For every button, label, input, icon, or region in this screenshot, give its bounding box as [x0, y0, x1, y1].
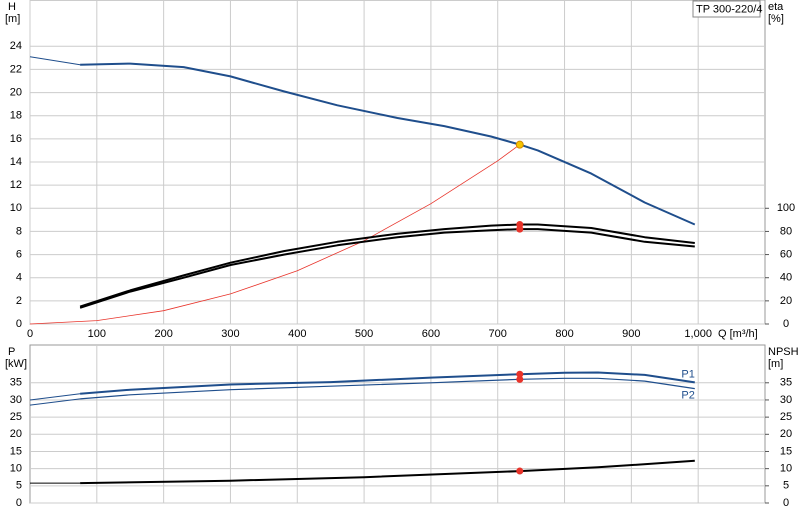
y2-tick-label: 0 — [783, 497, 789, 509]
operating-point — [516, 467, 524, 475]
y2-tick-label: 30 — [780, 394, 792, 406]
y-tick-label: 20 — [10, 86, 22, 98]
series-label: P1 — [681, 368, 694, 380]
x-tick-label: 400 — [288, 328, 306, 340]
y2-tick-label: 0 — [783, 318, 789, 330]
y-label: H — [8, 1, 16, 13]
plot-area — [29, 344, 766, 504]
curve — [79, 223, 695, 308]
y-tick-label: 2 — [16, 295, 22, 307]
chart-title: TP 300-220/4 — [696, 3, 762, 15]
y2-tick-label: 80 — [780, 225, 792, 237]
curve — [29, 56, 81, 66]
y-tick-label: 5 — [16, 480, 22, 492]
curve — [79, 228, 695, 309]
y-tick-label: 8 — [16, 225, 22, 237]
y-tick-label: 24 — [10, 40, 22, 52]
y-tick-label: 4 — [16, 272, 22, 284]
y-tick-label: 25 — [10, 411, 22, 423]
y-label: P — [8, 346, 15, 358]
operating-point — [515, 140, 524, 149]
x-tick-label: 600 — [422, 328, 440, 340]
operating-point — [516, 375, 524, 383]
y2-tick-label: 20 — [780, 428, 792, 440]
y2-tick-label: 100 — [777, 202, 795, 214]
y2-label: NPSH — [768, 346, 799, 358]
y-unit: [kW] — [5, 358, 27, 370]
curve — [80, 371, 695, 395]
curve — [29, 393, 81, 401]
x-tick-label: 500 — [355, 328, 373, 340]
x-tick-label: 0 — [27, 328, 33, 340]
y-tick-label: 6 — [16, 248, 22, 260]
y2-tick-label: 15 — [780, 445, 792, 457]
y2-unit: [%] — [768, 13, 784, 25]
y2-tick-label: 20 — [780, 295, 792, 307]
curve — [80, 62, 696, 226]
curve — [29, 144, 521, 325]
y2-tick-label: 10 — [780, 463, 792, 475]
y2-tick-label: 25 — [780, 411, 792, 423]
y-tick-label: 18 — [10, 110, 22, 122]
y2-label: eta — [768, 1, 784, 13]
y-tick-label: 15 — [10, 445, 22, 457]
y-tick-label: 0 — [16, 497, 22, 509]
y2-tick-label: 5 — [783, 480, 789, 492]
x-tick-label: 800 — [555, 328, 573, 340]
y-tick-label: 12 — [10, 179, 22, 191]
y-tick-label: 10 — [10, 202, 22, 214]
curve — [29, 398, 81, 406]
y-tick-label: 22 — [10, 63, 22, 75]
y-tick-label: 0 — [16, 318, 22, 330]
y2-tick-label: 40 — [780, 272, 792, 284]
curve — [80, 459, 695, 485]
operating-point — [516, 370, 524, 378]
y2-tick-label: 60 — [780, 248, 792, 260]
y-tick-label: 14 — [10, 156, 22, 168]
y-tick-label: 30 — [10, 394, 22, 406]
y2-tick-label: 35 — [780, 377, 792, 389]
y-tick-label: 20 — [10, 428, 22, 440]
x-tick-label: 100 — [88, 328, 106, 340]
y-unit: [m] — [5, 13, 20, 25]
operating-point — [516, 225, 524, 233]
curve — [80, 377, 695, 400]
x-tick-label: 200 — [154, 328, 172, 340]
x-tick-label: 900 — [622, 328, 640, 340]
x-label: Q [m³/h] — [718, 328, 758, 340]
series-label: P2 — [681, 390, 694, 402]
y-tick-label: 35 — [10, 377, 22, 389]
x-tick-label: 700 — [489, 328, 507, 340]
y-tick-label: 16 — [10, 133, 22, 145]
x-tick-label: 1,000 — [684, 328, 712, 340]
y-tick-label: 10 — [10, 463, 22, 475]
title-box — [692, 0, 761, 18]
y2-unit: [m] — [768, 358, 783, 370]
x-tick-label: 300 — [221, 328, 239, 340]
